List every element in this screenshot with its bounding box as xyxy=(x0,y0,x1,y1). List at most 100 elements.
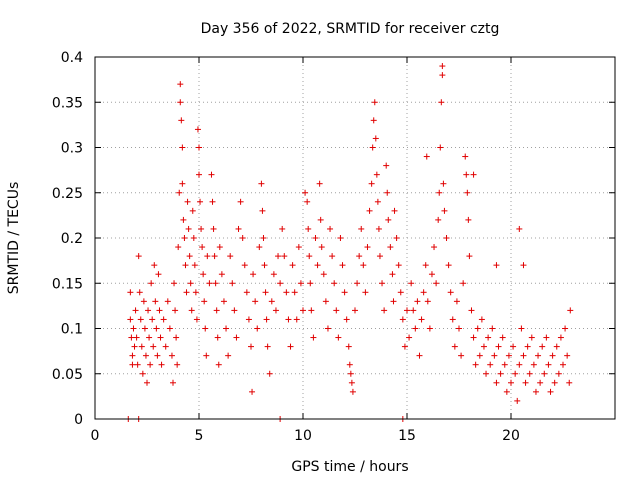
data-point xyxy=(333,307,340,314)
data-point xyxy=(356,253,363,260)
grid-lines xyxy=(95,57,615,419)
data-point xyxy=(456,325,462,332)
data-point xyxy=(335,334,342,341)
data-point xyxy=(364,244,371,251)
data-point xyxy=(428,271,435,278)
data-point xyxy=(345,343,352,350)
data-point xyxy=(317,216,324,223)
data-point xyxy=(183,289,190,296)
data-point xyxy=(180,216,187,223)
data-point xyxy=(233,334,240,341)
data-point xyxy=(283,289,290,296)
data-point xyxy=(476,352,483,359)
data-point xyxy=(368,180,375,187)
data-point xyxy=(155,271,162,278)
data-point xyxy=(200,271,207,278)
data-points xyxy=(125,63,574,422)
data-point xyxy=(128,334,135,341)
data-point xyxy=(300,307,306,314)
data-point xyxy=(543,334,550,341)
data-point xyxy=(385,216,392,223)
data-point xyxy=(331,280,338,287)
data-point xyxy=(369,144,376,151)
data-point xyxy=(439,72,446,79)
data-point xyxy=(213,307,220,314)
data-point xyxy=(339,262,346,269)
data-point xyxy=(439,63,446,70)
data-point xyxy=(177,81,184,88)
data-point xyxy=(196,171,202,178)
data-point xyxy=(187,280,194,287)
data-point xyxy=(225,352,232,359)
data-point xyxy=(381,307,388,314)
data-point xyxy=(420,289,427,296)
data-point xyxy=(441,207,448,214)
data-point xyxy=(308,307,315,314)
data-point xyxy=(194,126,201,133)
data-point xyxy=(547,388,554,395)
data-point xyxy=(449,316,456,323)
data-point xyxy=(312,235,319,241)
data-point xyxy=(209,198,216,205)
data-point xyxy=(151,262,158,269)
data-point xyxy=(560,361,566,368)
data-point xyxy=(487,361,494,368)
data-point xyxy=(374,198,381,205)
data-point xyxy=(171,280,178,287)
x-tick-label: 5 xyxy=(195,428,204,444)
data-point xyxy=(227,253,234,260)
y-tick-label: 0.2 xyxy=(61,231,83,247)
data-point xyxy=(268,298,275,305)
data-point xyxy=(270,271,277,278)
data-point xyxy=(220,298,227,305)
data-point xyxy=(254,325,261,332)
x-tick-label: 15 xyxy=(398,428,416,444)
data-point xyxy=(144,379,150,386)
data-point xyxy=(218,271,225,278)
data-point xyxy=(557,334,564,341)
data-point xyxy=(135,253,142,260)
data-point xyxy=(291,289,298,296)
data-point xyxy=(466,253,473,260)
data-point xyxy=(189,207,196,214)
data-point xyxy=(358,225,365,232)
data-point xyxy=(493,379,500,386)
data-point xyxy=(164,298,171,305)
data-point xyxy=(524,343,531,350)
data-point xyxy=(443,235,450,241)
data-point xyxy=(474,325,481,332)
data-point xyxy=(447,289,454,296)
data-point xyxy=(203,352,210,359)
data-point xyxy=(132,307,139,314)
data-point xyxy=(470,171,477,178)
data-point xyxy=(306,253,313,260)
y-axis-label: SRMTID / TECUs xyxy=(6,182,22,295)
data-point xyxy=(460,280,467,287)
data-point xyxy=(191,262,198,269)
y-tick-label: 0.15 xyxy=(52,276,83,292)
data-point xyxy=(393,235,400,241)
data-point xyxy=(537,379,544,386)
x-axis-label: GPS time / hours xyxy=(291,459,408,475)
data-point xyxy=(263,316,270,323)
data-point xyxy=(564,352,571,359)
data-point xyxy=(145,307,152,314)
data-point xyxy=(516,361,523,368)
data-point xyxy=(375,225,382,232)
data-point xyxy=(172,307,179,314)
data-point xyxy=(343,316,350,323)
data-point xyxy=(436,189,443,196)
data-point xyxy=(148,280,155,287)
data-point xyxy=(231,307,238,314)
data-point xyxy=(545,361,552,368)
data-point xyxy=(129,361,136,368)
data-point xyxy=(158,361,165,368)
data-point xyxy=(182,262,189,269)
data-point xyxy=(397,289,404,296)
data-point xyxy=(489,325,496,332)
data-point xyxy=(162,343,169,350)
data-point xyxy=(424,298,431,305)
data-point xyxy=(451,343,458,350)
data-point xyxy=(349,388,356,395)
data-point xyxy=(146,334,153,341)
